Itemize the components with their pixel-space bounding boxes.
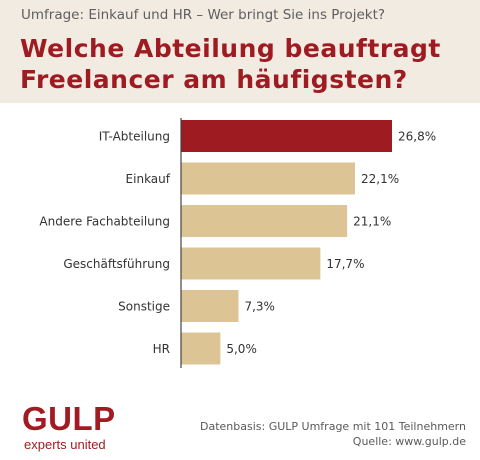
chart-subtitle: Umfrage: Einkauf und HR – Wer bringt Sie… — [21, 7, 386, 23]
value-label-it-abteilung: 26,8% — [398, 130, 436, 144]
category-label-einkauf: Einkauf — [126, 172, 171, 186]
gulp-logo: GULP experts united — [22, 400, 116, 452]
header-banner: Umfrage: Einkauf und HR – Wer bringt Sie… — [0, 0, 480, 103]
bar-einkauf — [181, 162, 355, 195]
source-line-url: Quelle: www.gulp.de — [352, 435, 466, 448]
logo-wordmark: GULP — [22, 400, 116, 437]
category-label-andere-fachabteilung: Andere Fachabteilung — [39, 215, 170, 229]
category-label-hr: HR — [153, 342, 170, 356]
source-line-data-basis: Datenbasis: GULP Umfrage mit 101 Teilneh… — [200, 420, 466, 433]
bar-hr — [181, 332, 221, 365]
logo-tagline: experts united — [24, 437, 106, 452]
bar-sonstige — [181, 290, 239, 322]
value-label-hr: 5,0% — [226, 342, 256, 356]
bar-andere-fachabteilung — [181, 205, 348, 237]
category-label-it-abteilung: IT-Abteilung — [99, 130, 170, 144]
value-label-sonstige: 7,3% — [244, 300, 275, 314]
value-label-geschäftsführung: 17,7% — [326, 257, 364, 271]
chart-title: Welche Abteilung beauftragt Freelancer a… — [20, 34, 441, 94]
source-note: Datenbasis: GULP Umfrage mit 101 Teilneh… — [200, 419, 466, 449]
category-label-geschäftsführung: Geschäftsführung — [63, 257, 170, 271]
bar-geschäftsführung — [181, 247, 321, 280]
value-label-einkauf: 22,1% — [361, 172, 399, 186]
category-label-sonstige: Sonstige — [118, 300, 170, 314]
bar-chart: IT-Abteilung 26,8% Einkauf 22,1% Andere Fach… — [39, 118, 436, 368]
bar-it-abteilung — [181, 120, 392, 152]
value-label-andere-fachabteilung: 21,1% — [353, 215, 391, 229]
